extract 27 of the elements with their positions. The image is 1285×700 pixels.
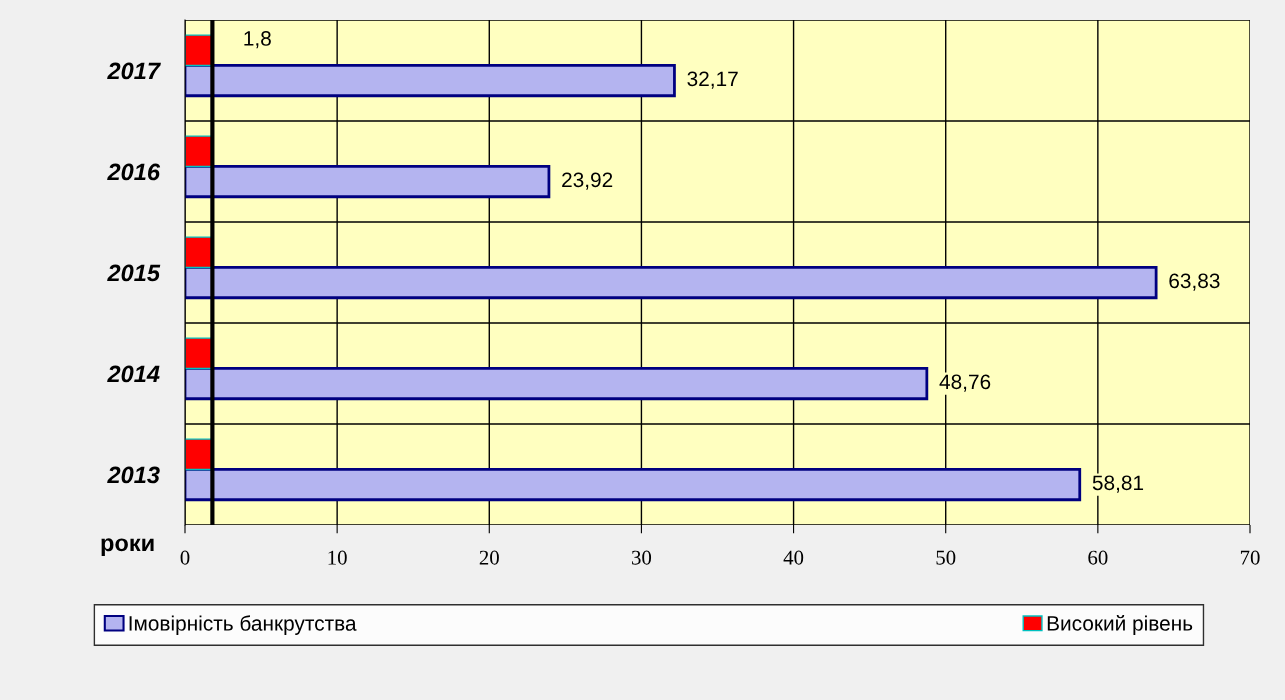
bar bbox=[185, 165, 551, 199]
x-tick-label: 30 bbox=[632, 550, 652, 565]
data-label: 23,92 bbox=[562, 172, 613, 190]
x-tick-label: 60 bbox=[1088, 550, 1108, 565]
x-tick-label: 50 bbox=[936, 550, 956, 565]
x-tick-label: 70 bbox=[1240, 550, 1260, 565]
data-label: 48,76 bbox=[939, 374, 991, 392]
x-tick-label: 0 bbox=[180, 550, 190, 565]
y-axis-title: роки bbox=[101, 538, 154, 556]
y-tick-label: 2013 bbox=[107, 466, 160, 484]
bar bbox=[185, 367, 929, 401]
data-label: 32,17 bbox=[687, 71, 738, 89]
data-label: 58,81 bbox=[1092, 475, 1144, 493]
legend-label: Імовірність банкрутства bbox=[129, 615, 357, 635]
x-tick-label: 10 bbox=[328, 550, 347, 565]
y-tick-label: 2015 bbox=[107, 264, 161, 282]
bar bbox=[185, 468, 1082, 502]
data-label: 1,8 bbox=[244, 31, 271, 49]
bar bbox=[185, 266, 1158, 300]
x-tick-label: 40 bbox=[783, 550, 804, 565]
y-tick-label: 2014 bbox=[107, 365, 160, 383]
x-tick-label: 20 bbox=[479, 550, 499, 565]
bar bbox=[185, 64, 676, 98]
y-tick-label: 2017 bbox=[107, 62, 161, 80]
legend-label: Високий рівень bbox=[1047, 615, 1193, 635]
y-tick-label: 2016 bbox=[107, 163, 161, 181]
data-label: 63,83 bbox=[1169, 273, 1220, 291]
